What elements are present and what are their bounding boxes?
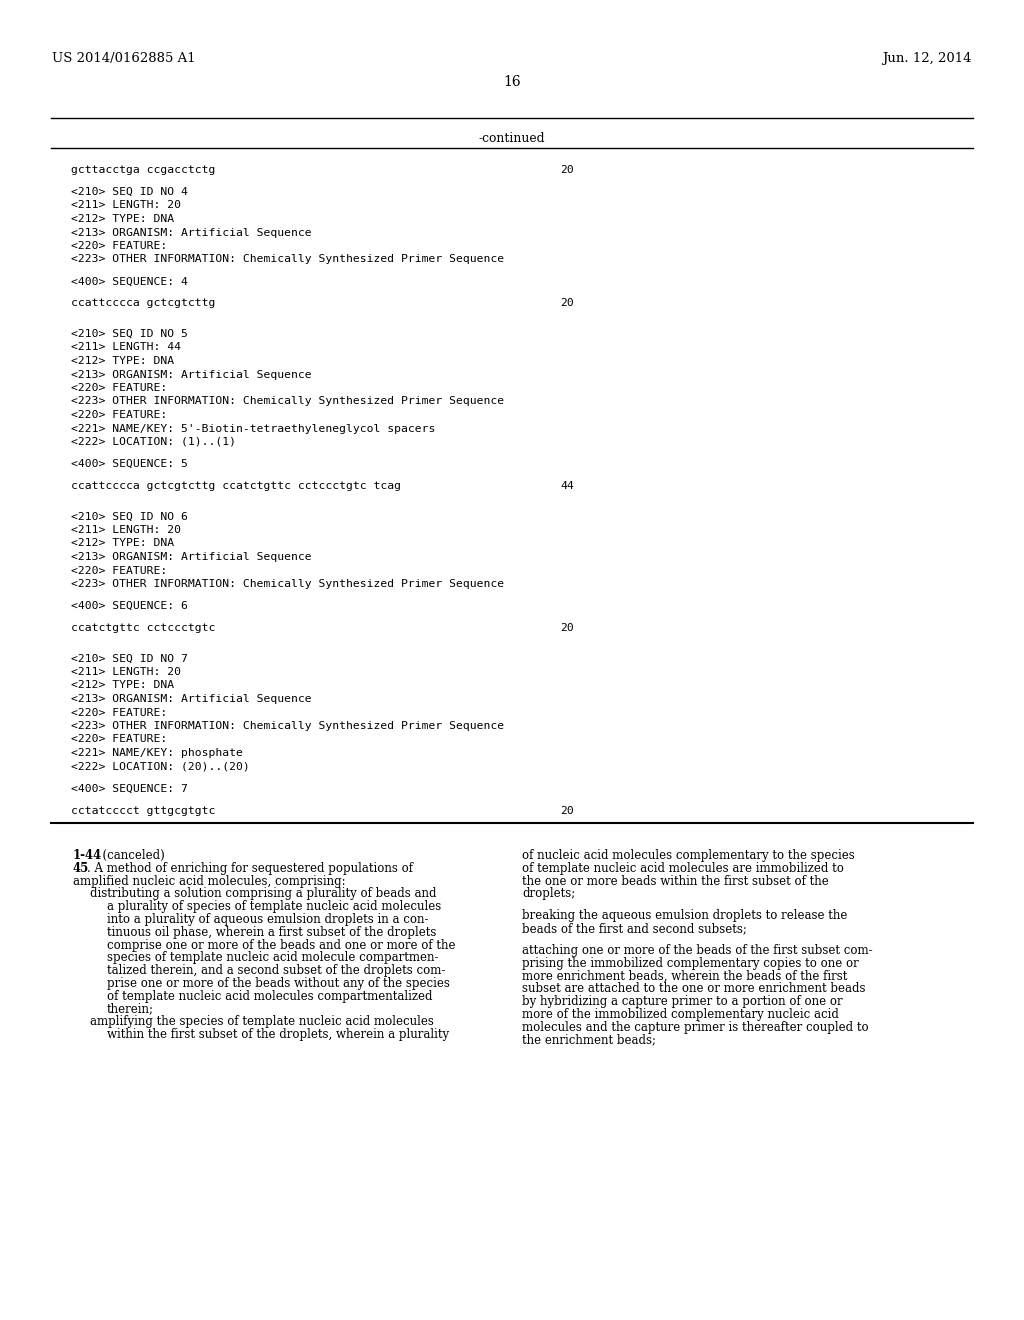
Text: <220> FEATURE:: <220> FEATURE: <box>71 411 167 420</box>
Text: ccattcccca gctcgtcttg ccatctgttc cctccctgtc tcag: ccattcccca gctcgtcttg ccatctgttc cctccct… <box>71 480 401 491</box>
Text: more of the immobilized complementary nucleic acid: more of the immobilized complementary nu… <box>522 1007 839 1020</box>
Text: <211> LENGTH: 20: <211> LENGTH: 20 <box>71 667 181 677</box>
Text: beads of the first and second subsets;: beads of the first and second subsets; <box>522 921 746 935</box>
Text: <220> FEATURE:: <220> FEATURE: <box>71 734 167 744</box>
Text: 16: 16 <box>503 75 521 88</box>
Text: . (canceled): . (canceled) <box>95 849 165 862</box>
Text: <210> SEQ ID NO 7: <210> SEQ ID NO 7 <box>71 653 187 664</box>
Text: <220> FEATURE:: <220> FEATURE: <box>71 565 167 576</box>
Text: <223> OTHER INFORMATION: Chemically Synthesized Primer Sequence: <223> OTHER INFORMATION: Chemically Synt… <box>71 579 504 589</box>
Text: <222> LOCATION: (20)..(20): <222> LOCATION: (20)..(20) <box>71 762 250 771</box>
Text: comprise one or more of the beads and one or more of the: comprise one or more of the beads and on… <box>106 939 456 952</box>
Text: 20: 20 <box>560 298 573 309</box>
Text: <213> ORGANISM: Artificial Sequence: <213> ORGANISM: Artificial Sequence <box>71 227 311 238</box>
Text: amplified nucleic acid molecules, comprising:: amplified nucleic acid molecules, compri… <box>73 875 346 887</box>
Text: US 2014/0162885 A1: US 2014/0162885 A1 <box>52 51 196 65</box>
Text: <211> LENGTH: 44: <211> LENGTH: 44 <box>71 342 181 352</box>
Text: tinuous oil phase, wherein a first subset of the droplets: tinuous oil phase, wherein a first subse… <box>106 925 436 939</box>
Text: the one or more beads within the first subset of the: the one or more beads within the first s… <box>522 875 828 887</box>
Text: attaching one or more of the beads of the first subset com-: attaching one or more of the beads of th… <box>522 944 872 957</box>
Text: <210> SEQ ID NO 4: <210> SEQ ID NO 4 <box>71 187 187 197</box>
Text: <223> OTHER INFORMATION: Chemically Synthesized Primer Sequence: <223> OTHER INFORMATION: Chemically Synt… <box>71 721 504 731</box>
Text: subset are attached to the one or more enrichment beads: subset are attached to the one or more e… <box>522 982 865 995</box>
Text: ccattcccca gctcgtcttg: ccattcccca gctcgtcttg <box>71 298 215 309</box>
Text: a plurality of species of template nucleic acid molecules: a plurality of species of template nucle… <box>106 900 441 913</box>
Text: <220> FEATURE:: <220> FEATURE: <box>71 242 167 251</box>
Text: <220> FEATURE:: <220> FEATURE: <box>71 708 167 718</box>
Text: species of template nucleic acid molecule compartmen-: species of template nucleic acid molecul… <box>106 952 438 965</box>
Text: <212> TYPE: DNA: <212> TYPE: DNA <box>71 356 174 366</box>
Text: <400> SEQUENCE: 7: <400> SEQUENCE: 7 <box>71 784 187 793</box>
Text: <213> ORGANISM: Artificial Sequence: <213> ORGANISM: Artificial Sequence <box>71 370 311 380</box>
Text: of nucleic acid molecules complementary to the species: of nucleic acid molecules complementary … <box>522 849 855 862</box>
Text: <212> TYPE: DNA: <212> TYPE: DNA <box>71 681 174 690</box>
Text: <210> SEQ ID NO 5: <210> SEQ ID NO 5 <box>71 329 187 339</box>
Text: gcttacctga ccgacctctg: gcttacctga ccgacctctg <box>71 165 215 176</box>
Text: <211> LENGTH: 20: <211> LENGTH: 20 <box>71 525 181 535</box>
Text: breaking the aqueous emulsion droplets to release the: breaking the aqueous emulsion droplets t… <box>522 909 848 923</box>
Text: 44: 44 <box>560 480 573 491</box>
Text: prising the immobilized complementary copies to one or: prising the immobilized complementary co… <box>522 957 859 969</box>
Text: <221> NAME/KEY: 5'-Biotin-tetraethyleneglycol spacers: <221> NAME/KEY: 5'-Biotin-tetraethyleneg… <box>71 424 435 433</box>
Text: <210> SEQ ID NO 6: <210> SEQ ID NO 6 <box>71 511 187 521</box>
Text: talized therein, and a second subset of the droplets com-: talized therein, and a second subset of … <box>106 964 445 977</box>
Text: Jun. 12, 2014: Jun. 12, 2014 <box>883 51 972 65</box>
Text: distributing a solution comprising a plurality of beads and: distributing a solution comprising a plu… <box>90 887 436 900</box>
Text: <212> TYPE: DNA: <212> TYPE: DNA <box>71 539 174 549</box>
Text: <211> LENGTH: 20: <211> LENGTH: 20 <box>71 201 181 210</box>
Text: <222> LOCATION: (1)..(1): <222> LOCATION: (1)..(1) <box>71 437 236 447</box>
Text: ccatctgttc cctccctgtc: ccatctgttc cctccctgtc <box>71 623 215 634</box>
Text: within the first subset of the droplets, wherein a plurality: within the first subset of the droplets,… <box>106 1028 450 1041</box>
Text: <213> ORGANISM: Artificial Sequence: <213> ORGANISM: Artificial Sequence <box>71 694 311 704</box>
Text: <220> FEATURE:: <220> FEATURE: <box>71 383 167 393</box>
Text: . A method of enriching for sequestered populations of: . A method of enriching for sequestered … <box>87 862 413 875</box>
Text: <400> SEQUENCE: 4: <400> SEQUENCE: 4 <box>71 276 187 286</box>
Text: 20: 20 <box>560 805 573 816</box>
Text: by hybridizing a capture primer to a portion of one or: by hybridizing a capture primer to a por… <box>522 995 843 1008</box>
Text: <223> OTHER INFORMATION: Chemically Synthesized Primer Sequence: <223> OTHER INFORMATION: Chemically Synt… <box>71 255 504 264</box>
Text: <400> SEQUENCE: 6: <400> SEQUENCE: 6 <box>71 601 187 611</box>
Text: 20: 20 <box>560 623 573 634</box>
Text: <221> NAME/KEY: phosphate: <221> NAME/KEY: phosphate <box>71 748 243 758</box>
Text: of template nucleic acid molecules compartmentalized: of template nucleic acid molecules compa… <box>106 990 432 1003</box>
Text: prise one or more of the beads without any of the species: prise one or more of the beads without a… <box>106 977 450 990</box>
Text: 1-44: 1-44 <box>73 849 102 862</box>
Text: into a plurality of aqueous emulsion droplets in a con-: into a plurality of aqueous emulsion dro… <box>106 913 428 927</box>
Text: <212> TYPE: DNA: <212> TYPE: DNA <box>71 214 174 224</box>
Text: -continued: -continued <box>479 132 545 145</box>
Text: the enrichment beads;: the enrichment beads; <box>522 1034 656 1047</box>
Text: more enrichment beads, wherein the beads of the first: more enrichment beads, wherein the beads… <box>522 969 848 982</box>
Text: <213> ORGANISM: Artificial Sequence: <213> ORGANISM: Artificial Sequence <box>71 552 311 562</box>
Text: amplifying the species of template nucleic acid molecules: amplifying the species of template nucle… <box>90 1015 434 1028</box>
Text: <223> OTHER INFORMATION: Chemically Synthesized Primer Sequence: <223> OTHER INFORMATION: Chemically Synt… <box>71 396 504 407</box>
Text: molecules and the capture primer is thereafter coupled to: molecules and the capture primer is ther… <box>522 1020 868 1034</box>
Text: <400> SEQUENCE: 5: <400> SEQUENCE: 5 <box>71 459 187 469</box>
Text: droplets;: droplets; <box>522 887 575 900</box>
Text: cctatcccct gttgcgtgtc: cctatcccct gttgcgtgtc <box>71 805 215 816</box>
Text: therein;: therein; <box>106 1003 154 1015</box>
Text: 20: 20 <box>560 165 573 176</box>
Text: 45: 45 <box>73 862 89 875</box>
Text: of template nucleic acid molecules are immobilized to: of template nucleic acid molecules are i… <box>522 862 844 875</box>
